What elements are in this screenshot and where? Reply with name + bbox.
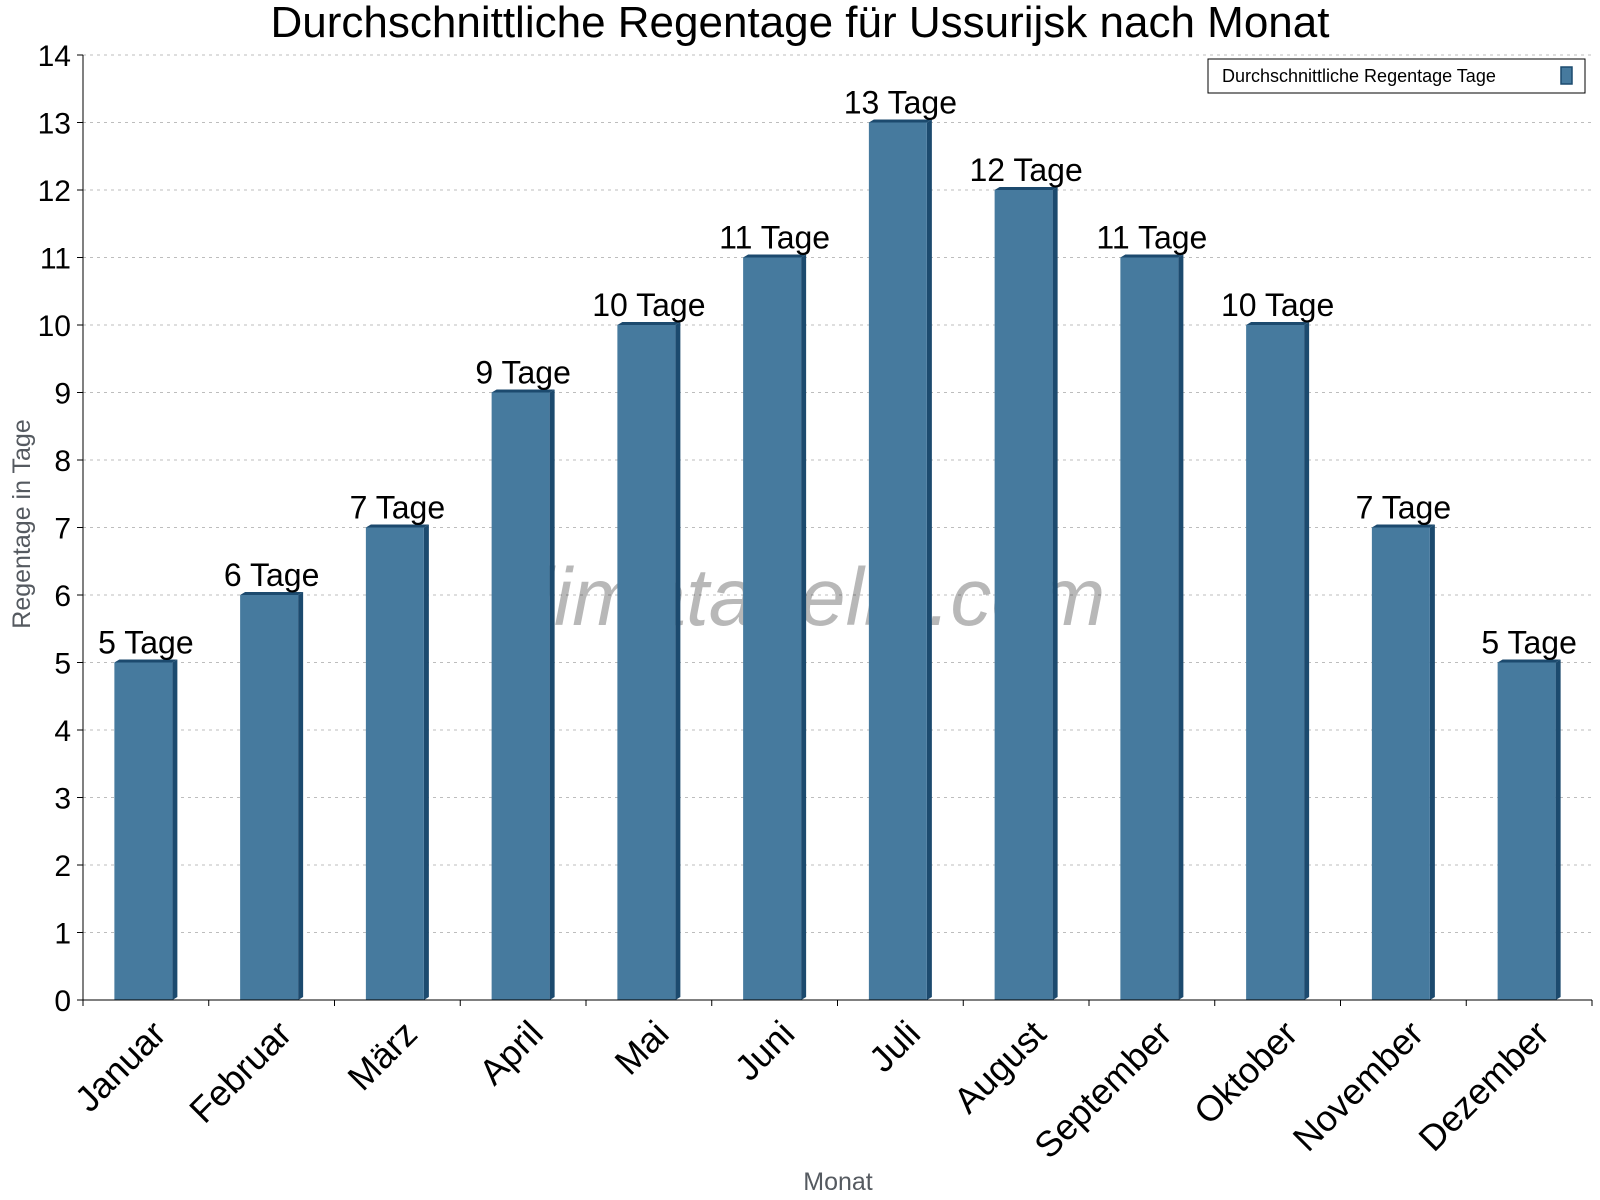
data-label: 5 Tage <box>98 625 194 661</box>
bar <box>994 190 1053 1000</box>
bar-side <box>1052 187 1058 1000</box>
y-tick-label: 14 <box>38 40 71 73</box>
bar <box>491 392 550 1000</box>
bar <box>1497 662 1556 1000</box>
data-labels-layer: 5 Tage 6 Tage 7 Tage 9 Tage 10 Tage 11 Tage 13… <box>98 85 1577 661</box>
bar-top <box>240 592 304 595</box>
bar-group <box>1246 322 1310 1000</box>
bar-top <box>868 119 932 123</box>
bar-side <box>675 322 681 1000</box>
bar <box>868 122 927 1000</box>
bar-group <box>868 119 932 1000</box>
bar <box>617 325 676 1000</box>
x-tick-label: Oktober <box>1186 1013 1306 1133</box>
x-tick-label: April <box>471 1013 551 1093</box>
y-tick-label: 9 <box>54 378 71 411</box>
legend-box <box>1207 58 1586 94</box>
bar-side <box>1429 524 1435 1000</box>
y-tick-label: 3 <box>54 783 71 816</box>
y-tick-label: 4 <box>54 715 71 748</box>
y-axis-label: Regentage in Tage <box>8 419 36 628</box>
bar-side <box>1178 254 1184 1000</box>
bar-side <box>172 659 178 1000</box>
x-tick-label: Mai <box>607 1013 677 1083</box>
bar-top <box>365 524 429 528</box>
bar <box>240 595 299 1000</box>
chart-title: Durchschnittliche Regentage für Ussurijs… <box>271 0 1330 47</box>
bar-side <box>1304 322 1310 1000</box>
bar-top <box>1120 254 1184 258</box>
bar-top <box>743 254 807 258</box>
y-tick-label: 5 <box>54 648 71 681</box>
y-tick-label: 13 <box>38 108 71 141</box>
bar <box>365 527 424 1000</box>
bar <box>1371 527 1430 1000</box>
x-tick-label: Dezember <box>1410 1013 1556 1159</box>
x-tick-label: Januar <box>67 1013 174 1120</box>
bar-side <box>801 254 807 1000</box>
bar-group <box>491 389 555 1000</box>
bar-side <box>926 119 932 1000</box>
bar-group <box>114 659 178 1000</box>
data-label: 12 Tage <box>969 152 1082 188</box>
bar-top <box>491 389 555 393</box>
x-tick-label: März <box>339 1013 425 1099</box>
bar-group <box>994 187 1058 1000</box>
data-label: 11 Tage <box>1096 220 1207 256</box>
bar-side <box>1555 659 1561 1000</box>
data-label: 10 Tage <box>592 287 705 323</box>
y-tick-label: 1 <box>54 918 71 951</box>
x-axis-label: Monat <box>803 1168 873 1196</box>
bar <box>1120 257 1179 1000</box>
x-tick-label: November <box>1285 1013 1431 1159</box>
bar-group <box>617 322 681 1000</box>
data-label: 10 Tage <box>1221 287 1334 323</box>
bar-top <box>617 322 681 325</box>
bar <box>1246 325 1305 1000</box>
x-tick-label: Juni <box>727 1013 803 1089</box>
y-tick-label: 0 <box>54 985 71 1018</box>
bar-top <box>1371 524 1435 528</box>
y-tick-label: 12 <box>38 175 71 208</box>
bar-side <box>298 592 304 1000</box>
bar-group <box>240 592 304 1000</box>
bar-group <box>1120 254 1184 1000</box>
bar-top <box>994 187 1058 190</box>
legend: Durchschnittliche Regentage Tage <box>1207 58 1586 94</box>
bar-group <box>743 254 807 1000</box>
data-label: 9 Tage <box>475 355 571 391</box>
y-tick-label: 8 <box>54 445 71 478</box>
data-label: 11 Tage <box>719 220 830 256</box>
bar-side <box>549 389 555 1000</box>
bar <box>743 257 802 1000</box>
data-label: 7 Tage <box>350 490 446 526</box>
data-label: 5 Tage <box>1481 625 1577 661</box>
bar-top <box>1497 659 1561 663</box>
data-label: 6 Tage <box>224 557 320 593</box>
data-label: 13 Tage <box>844 85 957 121</box>
bar-group <box>1371 524 1435 1000</box>
x-tick-label: Februar <box>181 1013 299 1131</box>
x-tick-label: Juli <box>861 1013 928 1080</box>
bar-group <box>1497 659 1561 1000</box>
y-tick-label: 2 <box>54 850 71 883</box>
x-tick-label: September <box>1026 1013 1180 1167</box>
bar-group <box>365 524 429 1000</box>
legend-entry-label: Durchschnittliche Regentage Tage <box>1222 66 1496 86</box>
data-label: 7 Tage <box>1356 490 1452 526</box>
y-tick-label: 10 <box>38 310 71 343</box>
bars-layer <box>114 119 1561 1000</box>
legend-swatch <box>1560 66 1573 85</box>
bar <box>114 662 173 1000</box>
bar-side <box>423 524 429 1000</box>
y-tick-label: 11 <box>40 243 71 276</box>
bar-top <box>1246 322 1310 325</box>
bar-top <box>114 659 178 663</box>
x-tick-label: August <box>946 1013 1054 1121</box>
y-tick-label: 6 <box>54 580 71 613</box>
y-tick-label: 7 <box>54 513 71 546</box>
